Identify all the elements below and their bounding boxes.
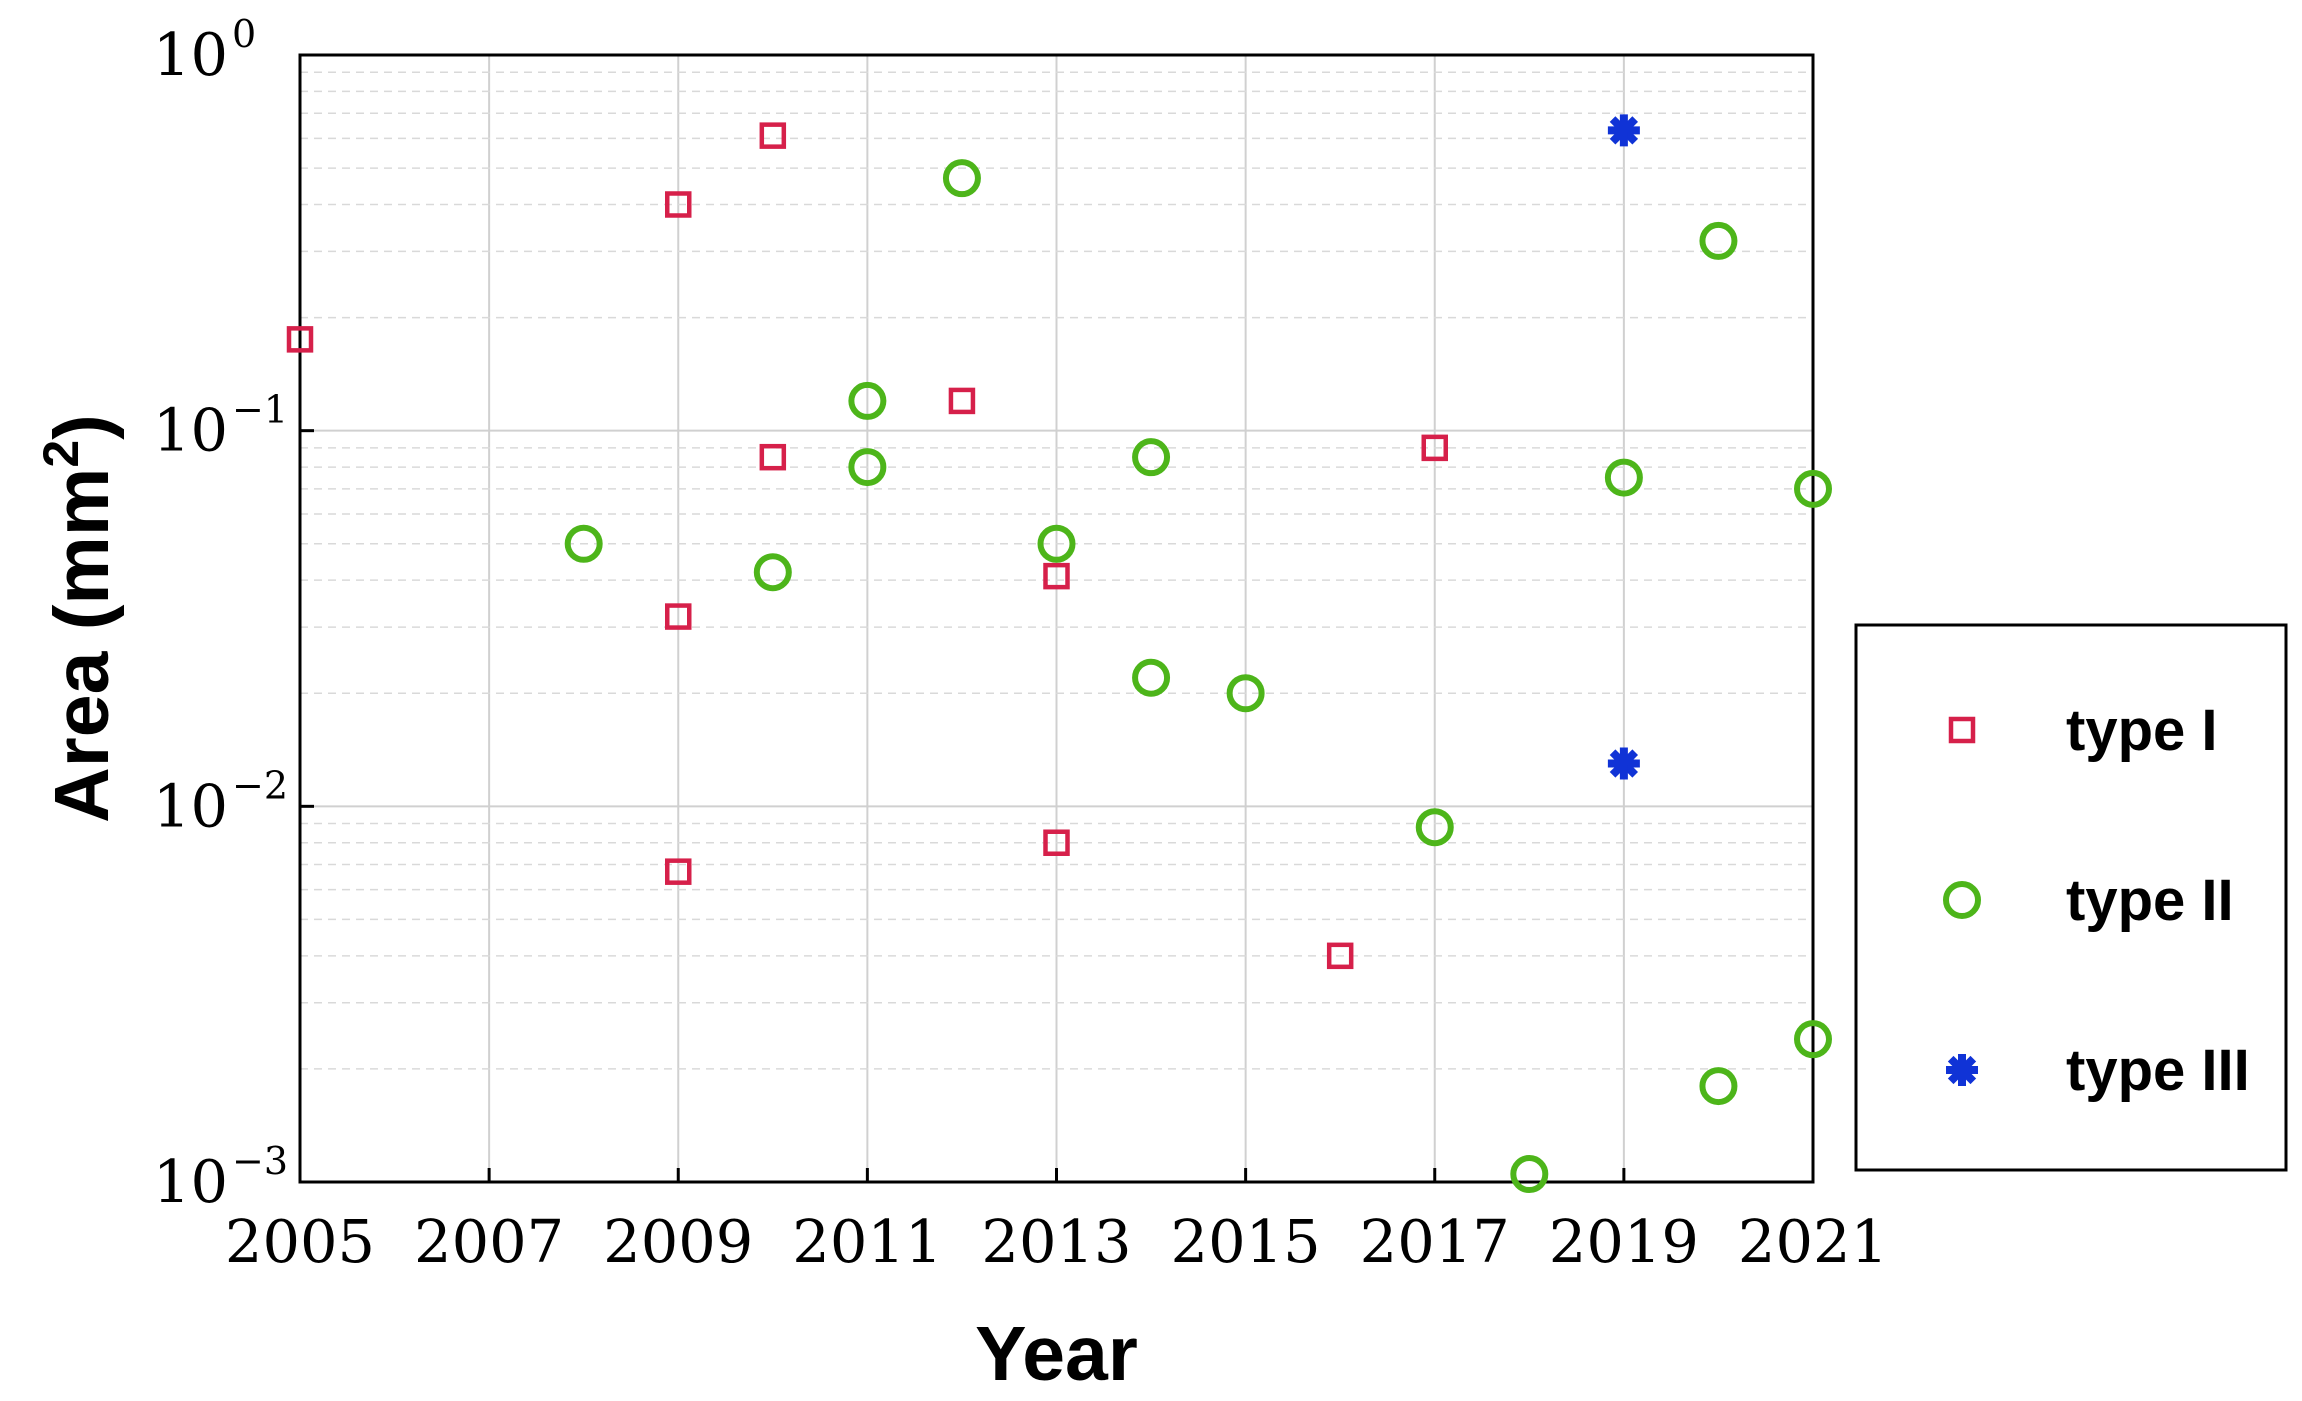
type-ii-marker <box>1226 674 1265 713</box>
type-ii-marker <box>1794 469 1832 508</box>
y-axis-title-sup: 2 <box>33 440 89 468</box>
x-tick-label: 2021 <box>1738 1207 1888 1276</box>
type-ii-marker <box>1699 1067 1738 1106</box>
x-tick-label: 2005 <box>225 1207 375 1276</box>
data-points <box>286 114 1832 1194</box>
x-tick-label: 2007 <box>414 1207 564 1276</box>
x-axis-title: Year <box>975 1311 1138 1397</box>
type-i-marker <box>759 443 787 471</box>
type-i-marker <box>665 858 692 885</box>
x-tick-label: 2019 <box>1549 1207 1699 1276</box>
type-ii-marker <box>1132 658 1171 697</box>
type-ii-marker <box>1604 458 1643 497</box>
type-i-marker <box>286 326 314 353</box>
y-tick-label: 10 <box>153 771 228 840</box>
y-axis-title-main: Area (mm <box>39 468 125 823</box>
type-ii-marker <box>1699 221 1738 260</box>
type-i-marker <box>1043 829 1070 856</box>
type-iii-marker <box>1607 114 1640 147</box>
y-tick-label: 10 <box>153 1147 228 1216</box>
type-ii-marker <box>564 524 603 563</box>
type-i-marker <box>1948 716 1976 744</box>
x-tick-label: 2011 <box>792 1207 942 1276</box>
legend-label: type II <box>2066 868 2234 933</box>
y-axis-title: Area (mm2) <box>33 414 125 823</box>
type-i-marker <box>1326 942 1354 970</box>
y-tick-label: 10 <box>153 396 228 465</box>
y-tick-exponent: −2 <box>232 763 288 807</box>
type-i-marker <box>665 603 692 630</box>
grid <box>299 54 1814 1183</box>
type-iii-marker <box>1607 747 1640 780</box>
x-tick-label: 2015 <box>1171 1207 1321 1276</box>
type-ii-marker <box>1943 881 1981 919</box>
y-tick-exponent: −3 <box>232 1139 288 1183</box>
x-tick-label: 2009 <box>603 1207 753 1276</box>
y-tick-exponent: −1 <box>232 388 288 432</box>
type-ii-marker <box>848 448 887 487</box>
type-ii-marker <box>1037 524 1076 563</box>
type-i-marker <box>759 122 787 149</box>
asterisk-stroke <box>1609 749 1639 778</box>
y-tick-label: 10 <box>153 20 228 89</box>
type-ii-marker <box>942 159 981 198</box>
type-ii-marker <box>1415 808 1454 847</box>
type-ii-marker <box>848 381 887 420</box>
x-axis: 2005 2007 2009 2011 2013 2015 2017 2019 2021 <box>225 1168 1888 1276</box>
type-i-marker <box>1421 434 1448 462</box>
x-tick-label: 2013 <box>981 1207 1131 1276</box>
asterisk-stroke <box>1947 1055 1977 1085</box>
asterisk-stroke <box>1609 116 1639 145</box>
type-i-marker <box>665 191 692 218</box>
legend-box <box>1854 623 2288 1172</box>
svg-text:Area (mm2): Area (mm2) <box>33 414 125 823</box>
type-iii-marker <box>1946 1054 1978 1086</box>
type-i-marker <box>948 387 976 415</box>
legend-label: type I <box>2066 698 2218 763</box>
type-ii-marker <box>753 553 792 592</box>
y-axis-title-close: ) <box>39 414 125 440</box>
type-ii-marker <box>1132 438 1171 477</box>
y-tick-exponent: 0 <box>232 12 256 56</box>
type-ii-marker <box>1510 1155 1549 1194</box>
type-i-marker <box>1043 562 1070 590</box>
x-tick-label: 2017 <box>1360 1207 1510 1276</box>
legend: type I type II type III <box>1854 623 2288 1172</box>
type-ii-marker <box>1794 1020 1832 1059</box>
legend-label: type III <box>2066 1038 2250 1103</box>
